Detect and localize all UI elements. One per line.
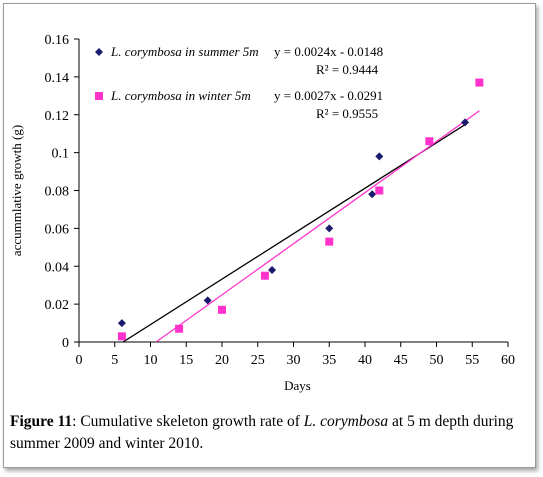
y-tick-label: 0.12: [45, 109, 70, 124]
data-point-summer: [268, 266, 277, 275]
y-tick-label: 0.04: [45, 260, 70, 275]
caption-text-2: at 5 m depth during summer 2009 and wint…: [10, 413, 514, 452]
chart-axes: 0 5 10 15 20 25 30 35 40 45 50 55 60 0 0.02 0.04 0.06 0.0…: [45, 33, 516, 368]
data-point-winter: [218, 305, 226, 314]
legend-series-name: L. corymbosa in summer 5m: [110, 44, 259, 59]
y-tick-label: 0.06: [45, 222, 70, 237]
x-tick-label: 25: [251, 353, 265, 368]
x-tick-label: 10: [144, 353, 158, 368]
x-tick-label: 30: [287, 353, 301, 368]
data-point-summer: [461, 118, 470, 127]
data-points: [117, 78, 484, 341]
x-tick-label: 15: [179, 353, 193, 368]
legend-series-name: L. corymbosa in winter 5m: [110, 88, 251, 103]
data-point-winter: [475, 78, 484, 87]
data-point-summer: [368, 190, 377, 199]
legend: L. corymbosa in summer 5m y = 0.0024x - 0…: [95, 44, 383, 121]
data-point-summer: [203, 296, 212, 305]
legend-equation: y = 0.0027x - 0.0291: [274, 88, 383, 103]
data-point-winter: [117, 332, 126, 341]
trend-line-summer: [122, 124, 466, 343]
y-tick-label: 0: [62, 336, 69, 351]
x-tick-label: 50: [430, 353, 444, 368]
x-tick-label: 45: [394, 353, 408, 368]
data-point-winter: [425, 137, 434, 146]
y-tick-label: 0.02: [45, 298, 70, 313]
data-point-winter: [260, 271, 269, 280]
y-tick-label: 0.16: [45, 33, 70, 48]
x-tick-label: 20: [215, 353, 229, 368]
data-point-winter: [175, 324, 184, 333]
legend-marker-winter: [95, 92, 103, 100]
figure-caption: Figure 11: Cumulative skeleton growth ra…: [10, 411, 525, 455]
x-axis-title: Days: [284, 378, 311, 393]
growth-chart: 0 5 10 15 20 25 30 35 40 45 50 55 60 0 0.02 0.04 0.06 0.0…: [9, 33, 516, 393]
x-tick-label: 0: [76, 353, 83, 368]
caption-text-1: : Cumulative skeleton growth rate of: [72, 413, 304, 430]
legend-equation: y = 0.0024x - 0.0148: [274, 44, 383, 59]
data-point-summer: [375, 152, 384, 161]
y-tick-label: 0.14: [45, 71, 70, 86]
legend-r-squared: R² = 0.9555: [316, 106, 378, 121]
figure-frame: [3, 3, 536, 468]
x-tick-label: 60: [501, 353, 515, 368]
trend-lines: [122, 110, 480, 343]
caption-species: L. corymbosa: [303, 413, 389, 430]
y-tick-label: 0.08: [45, 185, 70, 200]
caption-label: Figure 11: [10, 413, 73, 430]
data-point-winter: [375, 186, 384, 195]
legend-marker-summer: [95, 48, 103, 56]
x-tick-label: 5: [111, 353, 118, 368]
trend-line-winter: [155, 110, 480, 343]
y-tick-label: 0.1: [52, 147, 70, 162]
data-point-winter: [325, 237, 334, 246]
x-tick-label: 40: [358, 353, 372, 368]
data-point-summer: [117, 319, 126, 328]
x-tick-label: 35: [322, 353, 336, 368]
x-tick-label: 55: [465, 353, 479, 368]
y-axis-title: accummlative growth (g): [9, 125, 24, 256]
data-point-summer: [325, 224, 334, 233]
legend-r-squared: R² = 0.9444: [316, 62, 379, 77]
